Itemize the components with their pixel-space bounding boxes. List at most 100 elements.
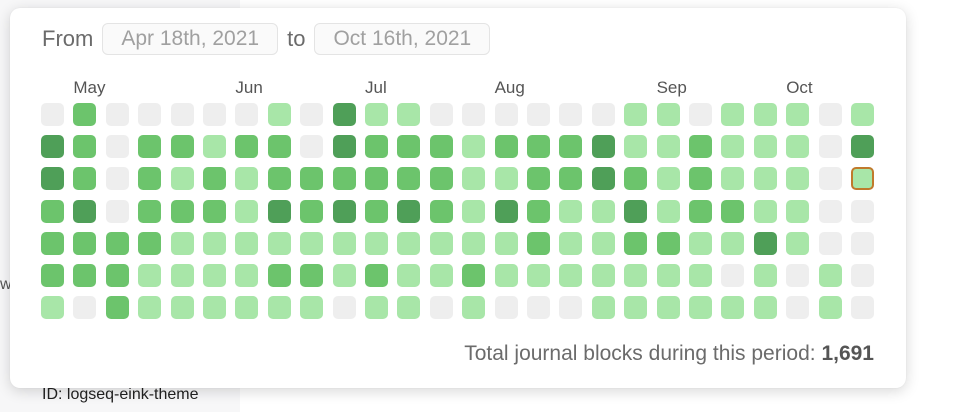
day-cell[interactable] — [267, 264, 291, 287]
day-cell[interactable] — [73, 103, 97, 126]
day-cell[interactable] — [397, 135, 421, 159]
day-cell[interactable] — [494, 231, 518, 255]
day-cell[interactable] — [818, 167, 842, 191]
day-cell[interactable] — [105, 103, 129, 126]
day-cell[interactable] — [753, 264, 777, 287]
day-cell[interactable] — [786, 231, 810, 255]
day-cell[interactable] — [138, 264, 162, 287]
day-cell[interactable] — [818, 296, 842, 320]
day-cell[interactable] — [689, 296, 712, 320]
day-cell[interactable] — [365, 264, 388, 287]
day-cell[interactable] — [73, 296, 97, 320]
day-cell[interactable] — [721, 167, 745, 191]
day-cell[interactable] — [235, 296, 259, 320]
day-cell[interactable] — [429, 264, 453, 287]
day-cell[interactable] — [429, 167, 453, 191]
day-cell[interactable] — [494, 264, 518, 287]
day-cell[interactable] — [300, 296, 324, 320]
day-cell[interactable] — [851, 231, 874, 255]
day-cell[interactable] — [138, 199, 162, 223]
day-cell[interactable] — [851, 103, 874, 126]
day-cell[interactable] — [397, 231, 421, 255]
day-cell[interactable] — [332, 135, 356, 159]
day-cell[interactable] — [462, 135, 486, 159]
day-cell[interactable] — [527, 167, 550, 191]
day-cell[interactable] — [41, 103, 64, 126]
day-cell[interactable] — [73, 167, 97, 191]
day-cell[interactable] — [170, 264, 194, 287]
day-cell[interactable] — [494, 103, 518, 126]
day-cell[interactable] — [721, 199, 745, 223]
day-cell[interactable] — [851, 135, 874, 159]
day-cell[interactable] — [462, 199, 486, 223]
day-cell[interactable] — [300, 231, 324, 255]
day-cell[interactable] — [73, 264, 97, 287]
day-cell[interactable] — [332, 199, 356, 223]
day-cell[interactable] — [656, 296, 680, 320]
day-cell[interactable] — [332, 167, 356, 191]
day-cell[interactable] — [332, 103, 356, 126]
day-cell[interactable] — [818, 103, 842, 126]
day-cell[interactable] — [786, 296, 810, 320]
day-cell[interactable] — [851, 264, 874, 287]
day-cell[interactable] — [527, 231, 550, 255]
day-cell[interactable] — [429, 199, 453, 223]
day-cell[interactable] — [462, 231, 486, 255]
day-cell[interactable] — [591, 231, 615, 255]
day-cell[interactable] — [689, 135, 712, 159]
day-cell[interactable] — [624, 296, 648, 320]
day-cell[interactable] — [235, 264, 259, 287]
day-cell[interactable] — [332, 296, 356, 320]
day-cell[interactable] — [689, 199, 712, 223]
day-cell[interactable] — [170, 135, 194, 159]
day-cell[interactable] — [105, 199, 129, 223]
day-cell[interactable] — [656, 264, 680, 287]
day-cell[interactable] — [689, 167, 712, 191]
day-cell[interactable] — [41, 135, 64, 159]
day-cell[interactable] — [267, 167, 291, 191]
day-cell[interactable] — [721, 103, 745, 126]
day-cell[interactable] — [786, 264, 810, 287]
day-cell[interactable] — [818, 264, 842, 287]
day-cell[interactable] — [591, 199, 615, 223]
day-cell[interactable] — [41, 167, 64, 191]
day-cell[interactable] — [365, 199, 388, 223]
day-cell[interactable] — [559, 135, 583, 159]
day-cell[interactable] — [624, 135, 648, 159]
day-cell[interactable] — [689, 103, 712, 126]
day-cell[interactable] — [332, 264, 356, 287]
day-cell[interactable] — [397, 199, 421, 223]
day-cell[interactable] — [494, 296, 518, 320]
day-cell[interactable] — [203, 296, 226, 320]
start-date-field[interactable]: Apr 18th, 2021 — [102, 23, 279, 55]
day-cell[interactable] — [73, 135, 97, 159]
day-cell[interactable] — [851, 296, 874, 320]
day-cell[interactable] — [527, 135, 550, 159]
day-cell[interactable] — [203, 199, 226, 223]
day-cell[interactable] — [721, 296, 745, 320]
day-cell[interactable] — [267, 135, 291, 159]
day-cell[interactable] — [753, 103, 777, 126]
day-cell[interactable] — [203, 231, 226, 255]
day-cell[interactable] — [365, 167, 388, 191]
day-cell[interactable] — [721, 135, 745, 159]
day-cell[interactable] — [235, 135, 259, 159]
day-cell[interactable] — [591, 167, 615, 191]
day-cell[interactable] — [397, 264, 421, 287]
day-cell[interactable] — [267, 103, 291, 126]
day-cell[interactable] — [235, 199, 259, 223]
day-cell[interactable] — [397, 296, 421, 320]
end-date-field[interactable]: Oct 16th, 2021 — [314, 23, 491, 55]
day-cell[interactable] — [624, 199, 648, 223]
day-cell[interactable] — [203, 167, 226, 191]
day-cell[interactable] — [559, 199, 583, 223]
day-cell[interactable] — [559, 231, 583, 255]
day-cell[interactable] — [527, 103, 550, 126]
day-cell[interactable] — [365, 135, 388, 159]
day-cell[interactable] — [41, 199, 64, 223]
day-cell[interactable] — [786, 199, 810, 223]
day-cell[interactable] — [138, 135, 162, 159]
day-cell[interactable] — [851, 199, 874, 223]
day-cell[interactable] — [365, 231, 388, 255]
day-cell[interactable] — [105, 231, 129, 255]
